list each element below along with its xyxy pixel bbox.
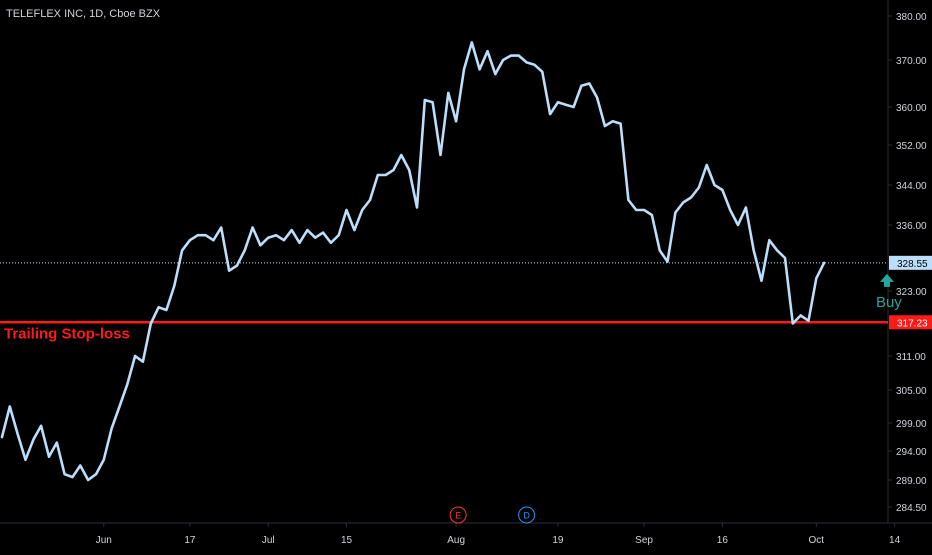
x-tick-label: Aug (447, 535, 465, 546)
y-tick-label: 344.00 (896, 181, 927, 192)
event-label: D (523, 511, 530, 521)
event-label: E (455, 511, 461, 521)
last-price-tag (889, 255, 932, 270)
y-tick-label: 336.00 (896, 221, 927, 232)
x-tick-label: Jun (96, 535, 112, 546)
x-tick-label: 17 (184, 535, 196, 546)
y-tick-label: 360.00 (896, 103, 927, 114)
x-tick-label: 15 (341, 535, 353, 546)
x-tick-label: 16 (717, 535, 729, 546)
last-price-label: 328.55 (897, 259, 928, 270)
y-tick-label: 284.50 (896, 503, 927, 514)
y-tick-label: 380.00 (896, 12, 927, 23)
y-tick-label: 311.00 (896, 352, 926, 363)
buy-annotation: Buy (876, 294, 902, 311)
x-tick-label: 14 (889, 535, 901, 546)
overlay-layer: 317.23 328.55 Trailing Stop-loss Buy E D (4, 255, 932, 524)
y-tick-label: 323.00 (896, 287, 927, 298)
x-tick-label: 19 (552, 535, 564, 546)
stop-loss-annotation: Trailing Stop-loss (4, 325, 130, 342)
y-tick-label: 294.00 (896, 447, 927, 458)
event-circle (518, 506, 536, 524)
y-tick-label: 370.00 (896, 56, 927, 67)
event-e-marker[interactable]: E (449, 506, 467, 524)
y-tick-label: 352.00 (896, 141, 927, 152)
price-series-line (0, 41, 826, 482)
chart-title: TELEFLEX INC, 1D, Cboe BZX (6, 8, 161, 20)
y-tick-label: 289.00 (896, 476, 927, 487)
stop-loss-price-label: 317.23 (897, 318, 928, 329)
x-tick-label: Sep (635, 535, 653, 546)
x-tick-label: Jul (262, 535, 275, 546)
stop-loss-price-tag (889, 315, 932, 330)
line-layer (0, 41, 888, 482)
event-circle (449, 506, 467, 524)
x-tick-label: Oct (809, 535, 825, 546)
y-tick-label: 305.00 (896, 386, 927, 397)
buy-arrow-icon (879, 273, 894, 287)
event-d-marker[interactable]: D (518, 506, 536, 524)
y-tick-label: 299.00 (896, 419, 927, 430)
